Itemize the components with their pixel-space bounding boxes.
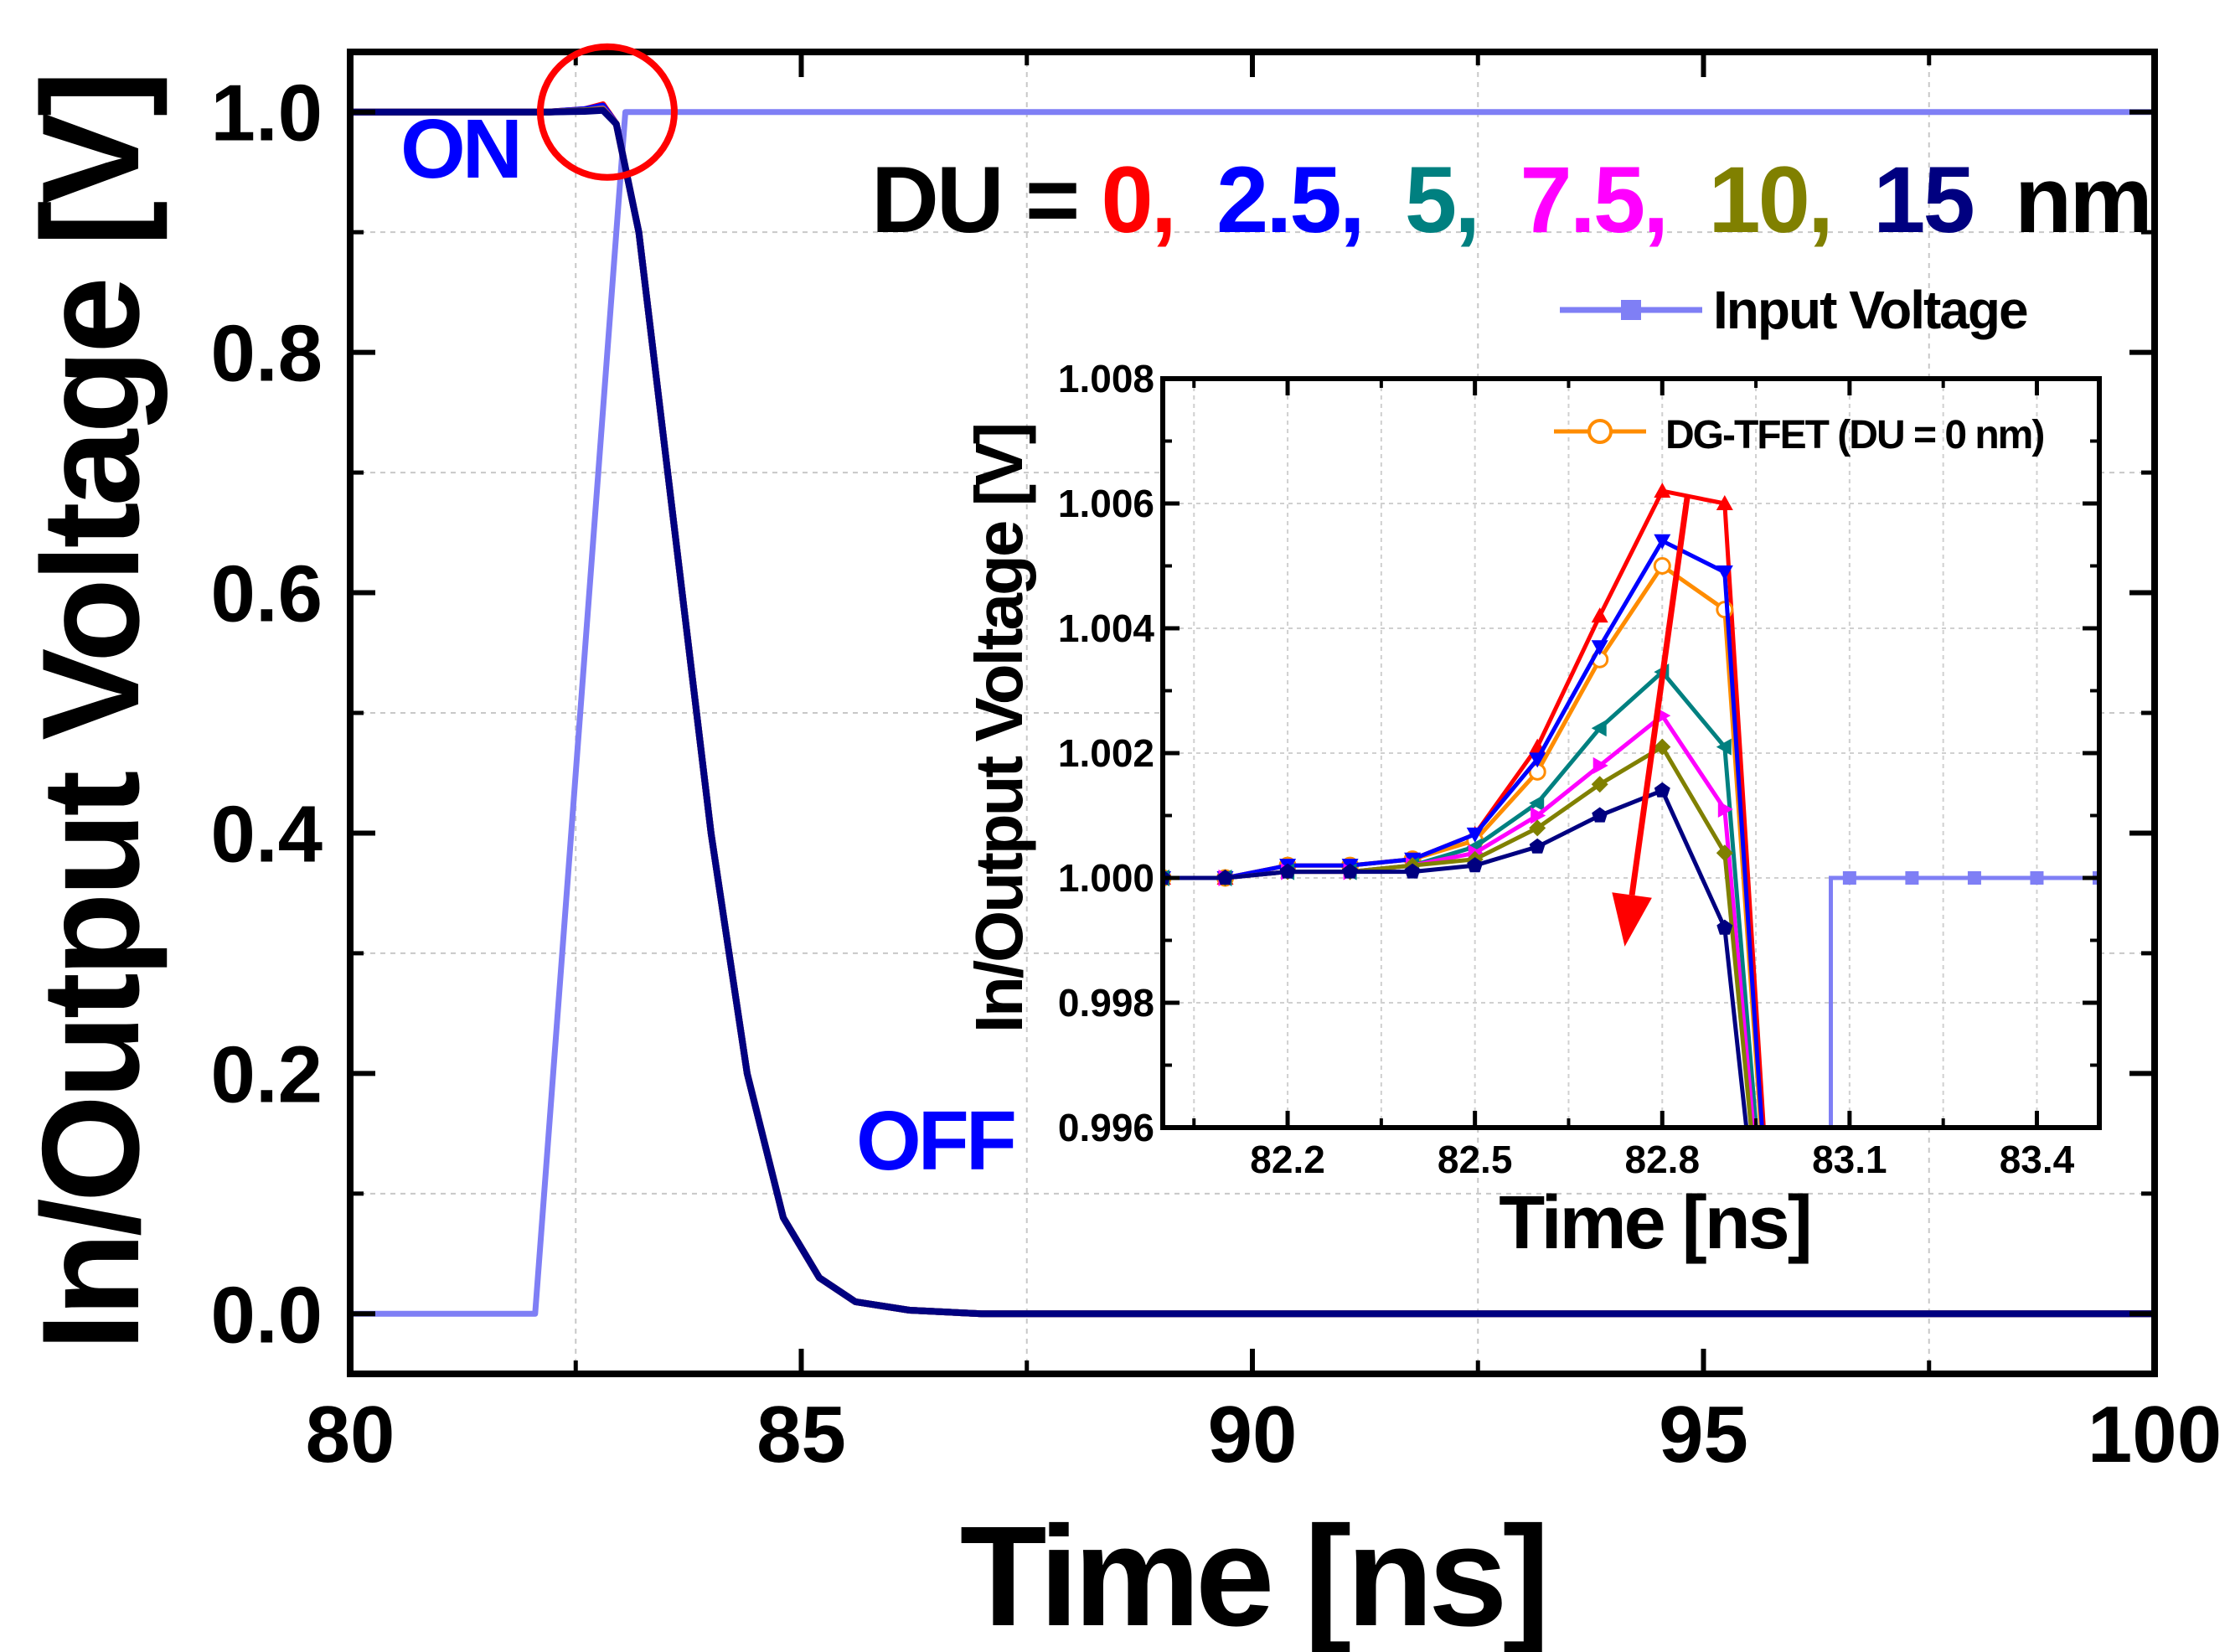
inset-marker-triangle-right — [1592, 756, 1608, 774]
inset-marker-pentagon — [1654, 782, 1670, 798]
inset-marker-triangle-down — [1466, 827, 1484, 843]
du-value-10: 10, — [1708, 147, 1831, 252]
inset-y-tick-labels: 0.996 0.998 1.000 1.002 1.004 1.006 1.008 — [1058, 357, 1155, 1149]
main-y-tick-label: 0.2 — [211, 1030, 323, 1119]
inset-input-marker — [1842, 871, 1856, 885]
inset-y-tick-label: 1.000 — [1058, 856, 1154, 900]
inset-marker-triangle-down — [1529, 752, 1546, 768]
inset-marker-diamond — [1529, 819, 1546, 837]
trend-arrow-shaft — [1629, 497, 1691, 896]
inset-input-marker — [1905, 871, 1919, 885]
main-series-group — [350, 101, 2155, 1318]
inset-marker-triangle-left — [1716, 738, 1732, 756]
main-y-tick-label: 0.8 — [211, 309, 323, 399]
off-label: OFF — [856, 1094, 1014, 1188]
main-y-tick-label: 0.0 — [211, 1270, 323, 1360]
inset-x-tick-label: 82.2 — [1250, 1138, 1325, 1181]
main-y-tick-label: 0.4 — [211, 789, 323, 879]
inset-plot: 82.2 82.5 82.8 83.1 83.4 0.996 0.998 1.000 1.00… — [962, 357, 2102, 1265]
main-x-tick-label: 80 — [306, 1390, 395, 1479]
inset-y-tick-label: 1.008 — [1058, 357, 1154, 400]
main-y-tick-label: 1.0 — [211, 69, 323, 158]
main-input-voltage-line — [350, 109, 2155, 1317]
inset-legend-marker — [1587, 419, 1613, 444]
inset-marker-pentagon — [1529, 838, 1546, 854]
main-x-axis-title: Time [ns] — [960, 1497, 1546, 1652]
du-value-7-5: 7.5, — [1520, 147, 1666, 252]
main-x-tick-label: 100 — [2088, 1390, 2222, 1479]
du-value-5: 5, — [1405, 147, 1478, 252]
inset-marker-open-circle — [1653, 557, 1671, 575]
inset-marker-open-circle — [1716, 601, 1734, 619]
inset-marker-triangle-up — [1654, 483, 1671, 498]
inset-x-tick-label: 82.5 — [1438, 1138, 1513, 1181]
inset-ticks — [1163, 376, 2099, 1130]
highlight-circle — [536, 43, 678, 181]
inset-x-tick-labels: 82.2 82.5 82.8 83.1 83.4 — [1250, 1138, 2074, 1181]
main-x-tick-label: 85 — [756, 1390, 846, 1479]
inset-marker-diamond — [1654, 738, 1671, 756]
inset-y-tick-label: 1.004 — [1058, 607, 1155, 650]
inset-marker-triangle-left — [1529, 794, 1545, 812]
main-legend-marker — [1621, 300, 1641, 320]
du-value-15: 15 — [1873, 147, 1973, 252]
main-plot: 80 85 90 95 100 0.0 0.2 0.4 0.6 0.8 1.0 Time [ns]… — [13, 43, 2222, 1652]
inset-y-tick-label: 1.006 — [1058, 482, 1154, 525]
on-label: ON — [400, 102, 519, 196]
inset-marker-triangle-left — [1591, 720, 1607, 737]
inset-legend: DG-TFET (DU = 0 nm) — [1554, 413, 2045, 457]
inset-input-marker — [2030, 871, 2044, 885]
main-x-tick-label: 95 — [1659, 1390, 1748, 1479]
main-x-tick-labels: 80 85 90 95 100 — [306, 1390, 2222, 1479]
inset-marker-pentagon — [1342, 863, 1359, 879]
inset-marker-pentagon — [1716, 919, 1733, 935]
inset-y-tick-label: 0.996 — [1058, 1106, 1154, 1149]
main-y-tick-labels: 0.0 0.2 0.4 0.6 0.8 1.0 — [211, 69, 323, 1360]
inset-marker-triangle-right — [1531, 807, 1546, 824]
main-ticks — [348, 52, 2157, 1374]
inset-y-tick-label: 0.998 — [1058, 981, 1154, 1025]
inset-legend-label: DG-TFET (DU = 0 nm) — [1665, 413, 2043, 457]
inset-x-tick-label: 83.4 — [2000, 1138, 2075, 1181]
inset-x-tick-label: 83.1 — [1812, 1138, 1887, 1181]
inset-marker-pentagon — [1279, 863, 1296, 879]
du-value-2-5: 2.5, — [1216, 147, 1363, 252]
inset-marker-pentagon — [1217, 870, 1233, 885]
inset-marker-pentagon — [1467, 857, 1484, 873]
inset-marker-triangle-up — [1591, 607, 1608, 623]
du-suffix: nm — [2015, 147, 2150, 252]
main-y-tick-label: 0.6 — [211, 550, 323, 639]
inset-marker-triangle-right — [1717, 801, 1733, 818]
inset-marker-triangle-up — [1716, 495, 1733, 510]
main-y-axis-title: In/Output Voltage [V] — [13, 75, 168, 1350]
du-annotation: DU = 0, 2.5, 5, 7.5, 10, 15 nm — [871, 147, 2150, 252]
trend-arrow-head — [1612, 892, 1652, 947]
inset-marker-triangle-down — [1654, 534, 1671, 550]
inset-marker-diamond — [1716, 844, 1733, 862]
main-x-tick-label: 90 — [1208, 1390, 1298, 1479]
inset-x-tick-label: 82.8 — [1625, 1138, 1701, 1181]
main-output-line-5 — [350, 106, 2155, 1318]
du-prefix: DU = — [871, 147, 1101, 252]
du-value-0: 0, — [1101, 147, 1174, 252]
inset-series-group — [1163, 483, 2099, 1128]
inset-y-axis-title: In/Output Voltage [V] — [962, 425, 1036, 1034]
main-legend-label: Input Voltage — [1713, 280, 2027, 340]
inset-marker-triangle-down — [1591, 640, 1608, 656]
inset-x-axis-title: Time [ns] — [1499, 1181, 1809, 1265]
inset-y-tick-label: 1.002 — [1058, 731, 1154, 775]
inset-marker-diamond — [1591, 776, 1608, 793]
inset-input-marker — [1967, 871, 1981, 885]
inset-marker-pentagon — [1404, 863, 1421, 879]
inset-marker-triangle-down — [1716, 565, 1733, 581]
inset-marker-pentagon — [1592, 807, 1608, 823]
trend-arrow — [1612, 497, 1691, 947]
main-legend: Input Voltage — [1560, 280, 2029, 340]
